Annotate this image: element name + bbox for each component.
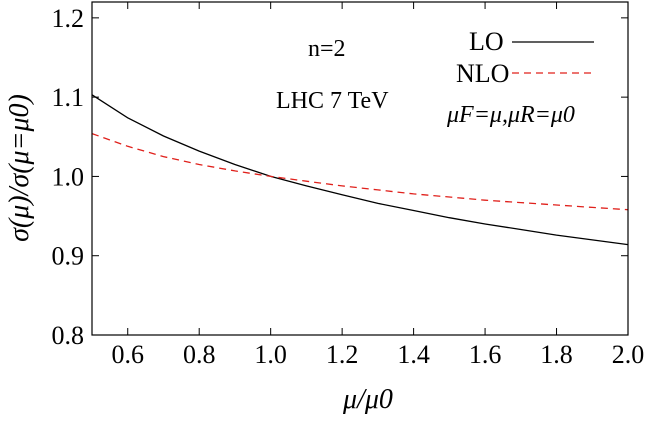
x-axis: 0.6 0.8 1.0 1.2 1.4 1.6 1.8 2.0 [111, 2, 644, 369]
legend-label-nlo: NLO [456, 59, 509, 88]
y-tick-label: 0.8 [52, 321, 85, 350]
y-tick-label: 1.0 [52, 162, 85, 191]
series-line-nlo [91, 132, 629, 211]
legend: LO NLO [456, 27, 594, 88]
x-tick-label: 0.6 [111, 340, 144, 369]
x-axis-label: μ/μ0 [342, 384, 393, 415]
annotation-scales: μF=μ,μR=μ0 [446, 102, 575, 128]
x-tick-label: 1.8 [540, 340, 573, 369]
annotation-energy: LHC 7 TeV [276, 88, 389, 114]
x-tick-label: 0.8 [183, 340, 216, 369]
series-line-lo [91, 94, 629, 246]
x-tick-label: 1.4 [397, 340, 430, 369]
x-tick-label: 1.6 [469, 340, 502, 369]
x-tick-label: 1.2 [326, 340, 359, 369]
y-tick-label: 0.9 [52, 242, 85, 271]
y-tick-label: 1.2 [52, 4, 85, 33]
plot-frame [91, 1, 629, 336]
plot-area [91, 94, 629, 246]
y-axis: 0.8 0.9 1.0 1.1 1.2 [52, 4, 628, 350]
annotation-n: n=2 [308, 36, 346, 62]
legend-label-lo: LO [469, 27, 504, 56]
x-tick-label: 1.0 [254, 340, 287, 369]
y-axis-label: σ(μ)/σ(μ=μ0) [4, 94, 35, 242]
x-tick-label: 2.0 [612, 340, 645, 369]
y-tick-label: 1.1 [52, 83, 85, 112]
